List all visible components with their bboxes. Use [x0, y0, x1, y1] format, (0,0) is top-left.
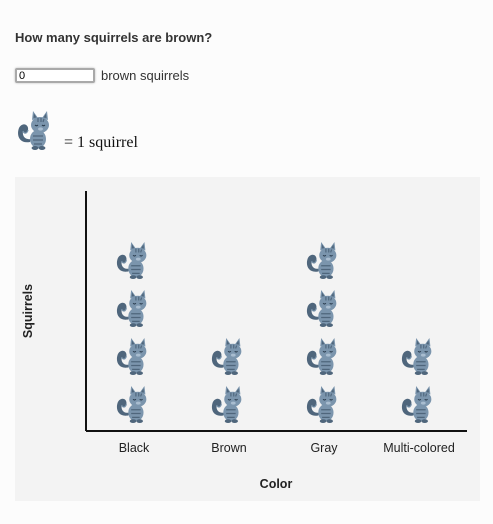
answer-unit-label: brown squirrels: [101, 68, 190, 83]
chart-panel: Black Brown Gray Multi-colored Color Squirrel…: [15, 177, 480, 501]
x-tick-label: Gray: [310, 441, 338, 455]
answer-input[interactable]: [15, 68, 95, 83]
question-text: How many squirrels are brown?: [15, 30, 213, 45]
x-tick-label: Multi-colored: [383, 441, 455, 455]
squirrel-icon: [306, 289, 337, 328]
squirrel-icon: [116, 337, 147, 376]
squirrel-icon: [116, 385, 147, 424]
squirrel-icon: [401, 337, 432, 376]
squirrel-icon: [211, 337, 242, 376]
answer-row: brown squirrels: [15, 68, 189, 83]
squirrel-icon: [306, 337, 337, 376]
squirrel-icon: [116, 289, 147, 328]
squirrel-icon: [116, 241, 147, 280]
key-squirrel-icon: [16, 110, 56, 152]
pictograph-key: = 1 squirrel: [16, 110, 138, 152]
key-text: = 1 squirrel: [64, 134, 138, 151]
pictograph-chart: Black Brown Gray Multi-colored Color Squirrel…: [21, 191, 467, 491]
x-axis-label: Color: [260, 477, 293, 491]
squirrel-icon: [306, 241, 337, 280]
squirrel-icon: [401, 385, 432, 424]
x-tick-label: Brown: [211, 441, 246, 455]
x-tick-label: Black: [119, 441, 150, 455]
squirrel-icon: [211, 385, 242, 424]
y-axis-label: Squirrels: [21, 284, 35, 338]
squirrel-icon: [306, 385, 337, 424]
